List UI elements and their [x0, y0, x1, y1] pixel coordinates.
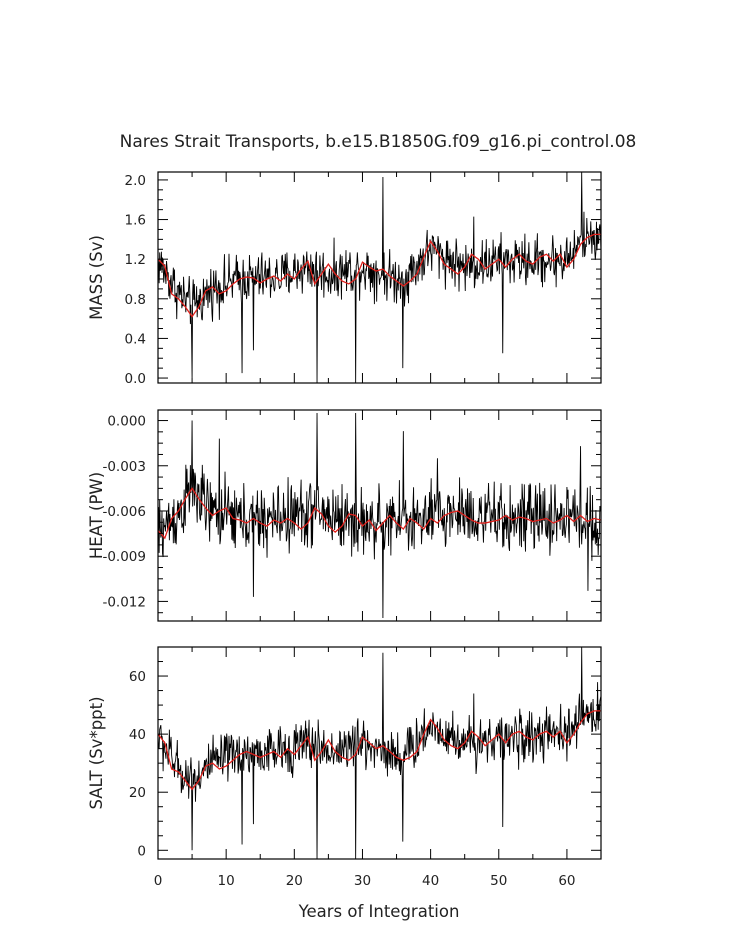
- panel-2: 0.000 -0.003 -0.006 -0.009 -0.012 HEAT (PW): [87, 409, 602, 622]
- y-tick-label: 0.0: [125, 371, 146, 387]
- x-tick-label: 60: [558, 873, 575, 889]
- y-tick-label: -0.006: [102, 504, 146, 520]
- y-axis-title: HEAT (PW): [87, 472, 106, 559]
- x-tick-label: 30: [354, 873, 371, 889]
- y-tick-label: 0.000: [107, 414, 146, 430]
- plot-frame: [157, 171, 602, 384]
- panel-3: 0 20 40 60 SALT (Sv*ppt) 0 10 20 30 40 50 60: [87, 646, 602, 889]
- panels: 0.0 0.4 0.8 1.2 1.6 2.0 MASS (Sv) 0.000 -0.003 -0…: [87, 171, 602, 889]
- smoothed-series-line: [158, 487, 601, 540]
- y-tick-label: 1.2: [125, 252, 146, 268]
- x-tick-label: 20: [286, 873, 303, 889]
- x-tick-label: 40: [422, 873, 439, 889]
- y-tick-label: -0.009: [102, 549, 146, 565]
- y-tick-label: 2.0: [125, 173, 146, 189]
- smoothed-series-line: [158, 233, 601, 318]
- plot-frame: [157, 646, 602, 860]
- y-tick-label: 1.6: [125, 213, 146, 229]
- y-tick-label: 0.8: [125, 292, 146, 308]
- y-tick-label: 20: [129, 785, 146, 801]
- figure-title: Nares Strait Transports, b.e15.B1850G.f0…: [120, 132, 637, 152]
- y-tick-label: 60: [129, 669, 146, 685]
- monthly-series-line: [158, 172, 601, 383]
- y-axis-title: MASS (Sv): [87, 235, 106, 320]
- y-tick-label: 0: [137, 843, 146, 859]
- y-tick-label: 40: [129, 727, 146, 743]
- y-axis-title: SALT (Sv*ppt): [87, 696, 106, 809]
- monthly-series-line: [158, 647, 601, 859]
- x-tick-label: 0: [154, 873, 163, 889]
- y-tick-label: -0.003: [102, 459, 146, 475]
- y-tick-label: 0.4: [125, 331, 146, 347]
- x-axis-title: Years of Integration: [298, 902, 460, 921]
- panel-1: 0.0 0.4 0.8 1.2 1.6 2.0 MASS (Sv): [87, 171, 602, 387]
- plot-frame: [157, 409, 602, 622]
- y-tick-label: -0.012: [102, 594, 146, 610]
- monthly-series-line: [158, 413, 601, 618]
- x-tick-label: 10: [218, 873, 235, 889]
- smoothed-series-line: [158, 710, 601, 791]
- x-tick-label: 50: [490, 873, 507, 889]
